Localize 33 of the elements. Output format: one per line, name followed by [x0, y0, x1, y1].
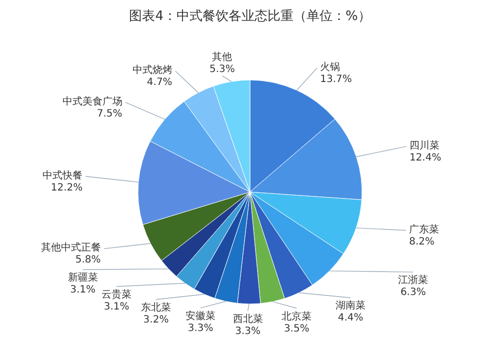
data-label: 3.1%: [70, 284, 96, 296]
slice-label: 中式美食广场: [62, 95, 122, 108]
data-label: 6.3%: [400, 287, 426, 298]
slice-label: 湖南菜: [336, 300, 366, 312]
slice-label: 安徽菜: [186, 310, 216, 322]
data-label: 3.3%: [188, 322, 214, 334]
data-label: 5.3%: [209, 64, 235, 75]
data-label: 7.5%: [96, 108, 122, 120]
data-label: 3.5%: [284, 323, 310, 334]
data-label: 12.2%: [50, 182, 83, 194]
data-label: 5.8%: [75, 254, 101, 266]
chart-title: 图表4：中式餐饮各业态比重（单位：%）: [129, 9, 371, 24]
slice-label: 中式烧烤: [132, 64, 172, 76]
data-label: 4.7%: [146, 76, 172, 88]
data-label: 12.4%: [409, 152, 442, 164]
data-label: 3.1%: [104, 302, 130, 313]
data-label: 3.2%: [143, 314, 169, 326]
slice-label: 新疆菜: [68, 272, 98, 284]
slice-label: 北京菜: [282, 310, 312, 322]
slice-label: 四川菜: [409, 139, 440, 152]
slice-label: 江浙菜: [398, 274, 428, 286]
slice-label: 其他中式正餐: [40, 242, 101, 254]
data-label: 3.3%: [235, 326, 261, 337]
slice-label: 中式快餐: [42, 169, 83, 182]
slice-label: 广东菜: [409, 223, 440, 236]
slice-label: 东北菜: [141, 301, 172, 314]
slice-label: 火锅: [320, 61, 340, 74]
slice-label: 云贵菜: [102, 288, 132, 301]
slice-label: 西北菜: [232, 312, 263, 325]
data-label: 4.4%: [338, 312, 364, 324]
slice-label: 其他: [212, 50, 232, 63]
data-label: 8.2%: [409, 236, 435, 248]
data-label: 13.7%: [320, 74, 352, 86]
